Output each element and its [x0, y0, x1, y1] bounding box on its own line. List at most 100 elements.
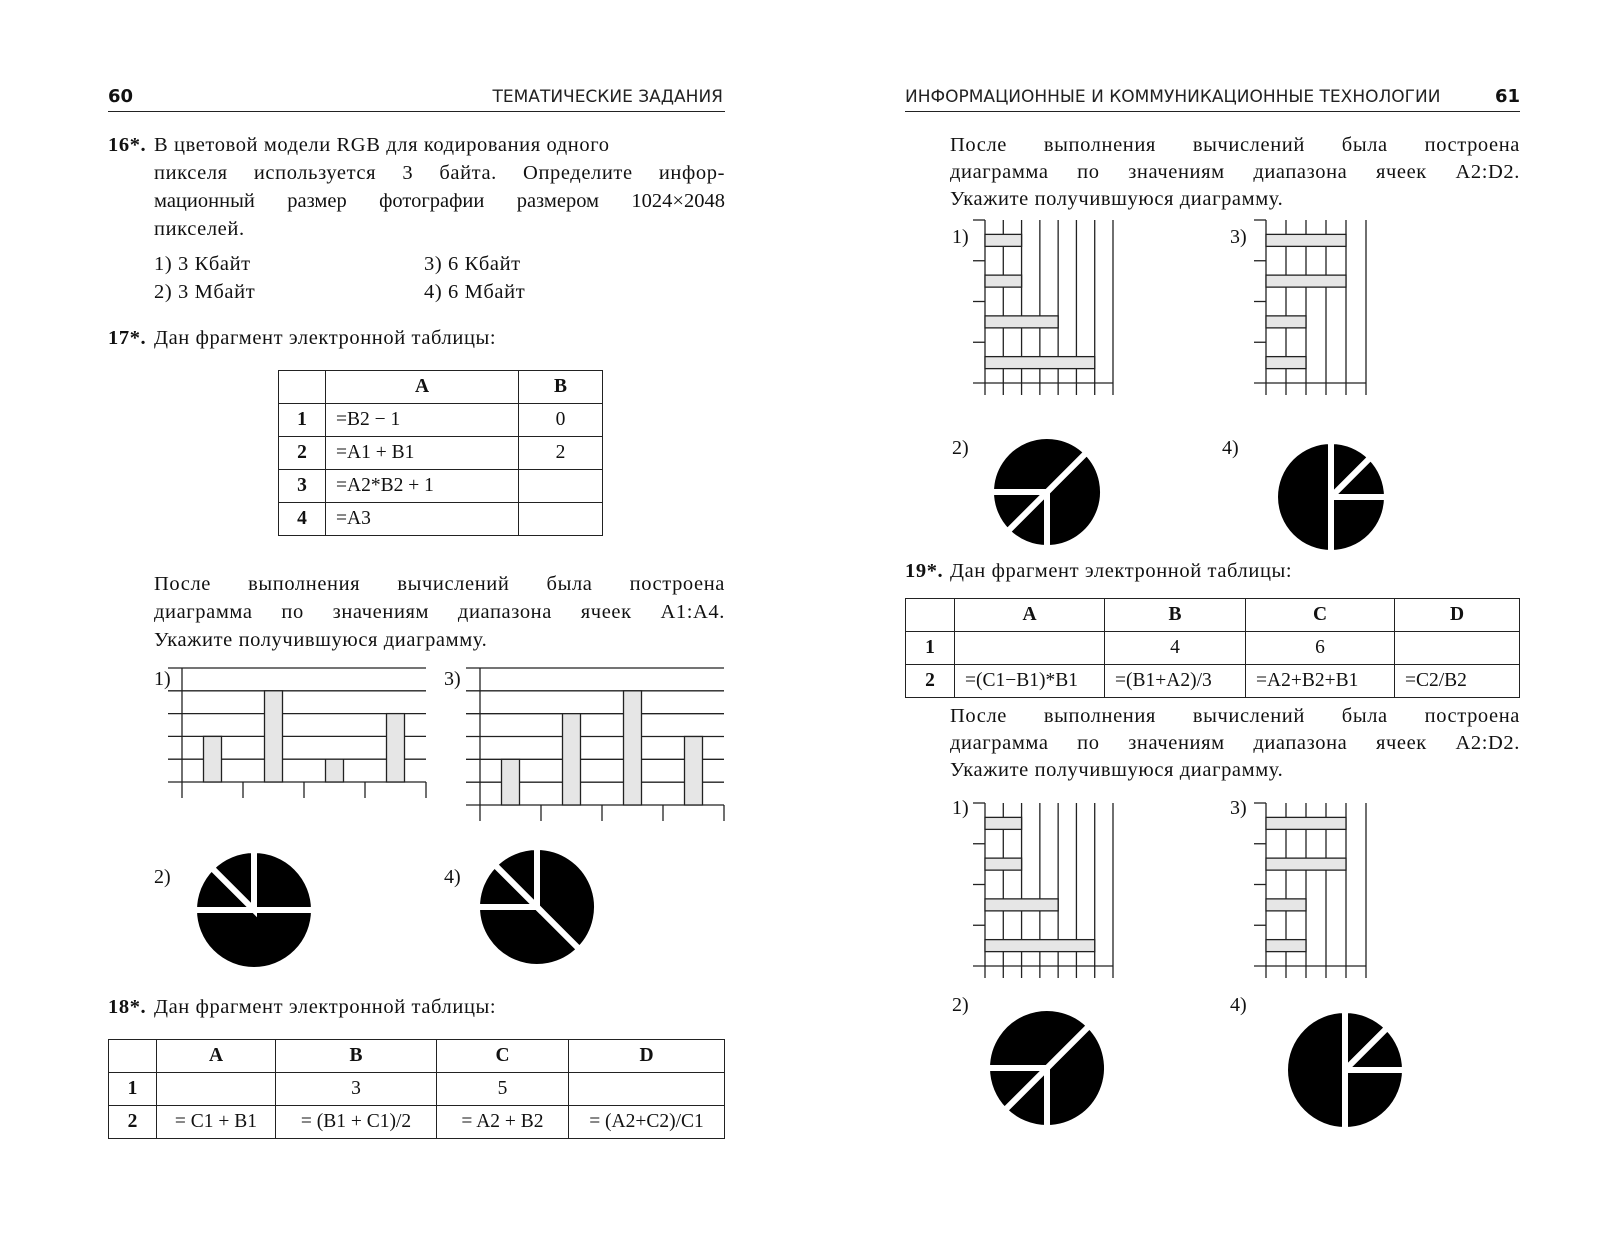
question-text-line: диаграмма по значениям диапазона ячеек A…	[950, 161, 1520, 183]
answer-option: 1) 3 Кбайт	[154, 253, 251, 275]
column-header: A	[954, 598, 1105, 632]
question-text-line: После выполнения вычислений была построе…	[154, 573, 725, 595]
bar-chart-option-1	[168, 667, 427, 798]
question-number: 19*.	[905, 560, 944, 582]
pie-chart-option-2	[190, 846, 318, 973]
column-header: C	[1245, 598, 1395, 632]
table-cell	[1394, 631, 1520, 665]
table-cell: 0	[518, 403, 603, 437]
answer-option: 2) 3 Мбайт	[154, 281, 256, 303]
column-header: D	[1394, 598, 1520, 632]
bar	[263, 690, 284, 783]
chart-option-label: 2)	[952, 994, 969, 1016]
question-title: Дан фрагмент электронной таблицы:	[950, 560, 1293, 582]
table-cell: 5	[436, 1072, 569, 1106]
bar	[984, 274, 1023, 288]
table-cell: = (A2+C2)/C1	[568, 1105, 725, 1139]
row-header: 3	[278, 469, 326, 503]
table-cell: =A2+B2+B1	[1245, 664, 1395, 698]
table-cell: =(C1−B1)*B1	[954, 664, 1105, 698]
question-text-line: мационный размер фотографии размером 102…	[154, 190, 725, 212]
column-header: D	[568, 1039, 725, 1073]
hbar-chart-option-1	[973, 219, 1114, 395]
pie-chart-option-2	[983, 1005, 1110, 1132]
row-header: 2	[278, 436, 326, 470]
pie-chart-option-4	[1272, 437, 1391, 557]
table-row: 2 =A1 + B1 2	[278, 436, 603, 470]
bar	[1265, 315, 1307, 329]
chart-option-label: 1)	[154, 668, 171, 690]
column-header: B	[518, 370, 603, 404]
table-row: 4 =A3	[278, 502, 603, 536]
column-header: B	[1104, 598, 1246, 632]
pie-slice	[207, 846, 257, 918]
question-text-line: Укажите получившуюся диаграмму.	[950, 188, 1284, 210]
row-header: 4	[278, 502, 326, 536]
bar-chart-option-3	[466, 667, 725, 821]
text: В цветовой модели RGB для кодирования од…	[154, 134, 610, 156]
question-text-line: В цветовой модели RGB для кодирования од…	[154, 131, 725, 159]
bar	[500, 758, 521, 806]
question-number: 16*.	[108, 134, 147, 156]
pie-slice	[251, 846, 318, 913]
question-text-line: диаграмма по значениям диапазона ячеек A…	[154, 601, 725, 623]
row-header: 2	[905, 664, 955, 698]
bar	[984, 857, 1023, 871]
bar	[1265, 938, 1307, 953]
header-rule	[905, 111, 1520, 112]
answer-option: 3) 6 Кбайт	[424, 253, 521, 275]
pie-slice	[1272, 437, 1334, 557]
pie-slice	[1282, 1006, 1348, 1134]
table-row: 2 =(C1−B1)*B1 =(B1+A2)/3 =A2+B2+B1 =C2/B2	[905, 664, 1520, 698]
bar	[1265, 857, 1347, 871]
running-head: ИНФОРМАЦИОННЫЕ И КОММУНИКАЦИОННЫЕ ТЕХНОЛ…	[905, 87, 1441, 107]
question-text-line: пикселей.	[154, 218, 245, 240]
table-cell: =A2*B2 + 1	[325, 469, 519, 503]
column-header: A	[325, 370, 519, 404]
table-cell: 3	[275, 1072, 437, 1106]
question-text-line: После выполнения вычислений была построе…	[950, 134, 1520, 156]
chart-option-label: 1)	[952, 226, 969, 248]
question-text-line: диаграмма по значениям диапазона ячеек A…	[950, 732, 1520, 754]
pie-chart-option-4	[1282, 1006, 1409, 1134]
table-row: 3 =A2*B2 + 1	[278, 469, 603, 503]
table-cell: = C1 + B1	[156, 1105, 276, 1139]
header-rule	[108, 111, 725, 112]
chart-option-label: 4)	[1230, 994, 1247, 1016]
table-row: 2 = C1 + B1 = (B1 + C1)/2 = A2 + B2 = (A2+C2…	[108, 1105, 725, 1139]
bar	[1265, 816, 1347, 831]
corner-cell	[905, 598, 955, 632]
row-header: 2	[108, 1105, 157, 1139]
pie-slice	[490, 843, 540, 915]
bar	[984, 816, 1023, 831]
corner-cell	[108, 1039, 157, 1073]
table-cell: =C2/B2	[1394, 664, 1520, 698]
question-number: 18*.	[108, 996, 147, 1018]
pie-slice	[1328, 494, 1391, 557]
bar	[561, 713, 582, 806]
table-cell: 2	[518, 436, 603, 470]
table-cell: =B2 − 1	[325, 403, 519, 437]
table-cell	[568, 1072, 725, 1106]
bar	[984, 233, 1023, 248]
pie-chart-option-2	[987, 433, 1106, 552]
hbar-chart-option-3	[1254, 802, 1367, 978]
table-cell	[518, 502, 603, 536]
table-cell: =A1 + B1	[325, 436, 519, 470]
running-head: ТЕМАТИЧЕСКИЕ ЗАДАНИЯ	[492, 87, 723, 107]
question-text-line: Укажите получившуюся диаграмму.	[950, 759, 1284, 781]
bar	[984, 315, 1059, 329]
chart-option-label: 4)	[444, 866, 461, 888]
question-number: 17*.	[108, 327, 147, 349]
chart-option-label: 3)	[1230, 226, 1247, 248]
pie-slice	[1342, 1067, 1409, 1134]
row-header: 1	[278, 403, 326, 437]
bar	[202, 735, 223, 783]
table-cell: = (B1 + C1)/2	[275, 1105, 437, 1139]
question-text-line: Укажите получившуюся диаграмму.	[154, 629, 488, 651]
